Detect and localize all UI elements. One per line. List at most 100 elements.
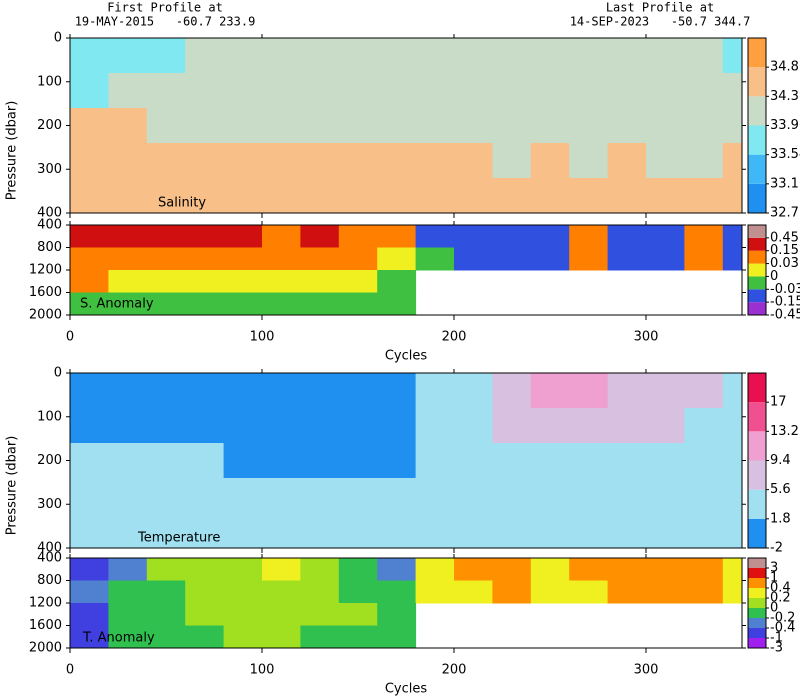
heatmap-cell [377,625,417,648]
heatmap-cell [338,625,378,648]
heatmap-cell [185,73,225,109]
colorbar-swatch [748,250,766,264]
colorbar-swatch [748,237,766,251]
heatmap-cell [530,225,570,248]
heatmap-cell [338,247,378,271]
heatmap-cell [300,408,340,444]
heatmap-cell [454,143,493,179]
colorbar-label: 33.12 [770,176,800,191]
heatmap-cell [185,478,225,514]
heatmap-cell [108,73,148,109]
heatmap-cell [262,580,301,604]
heatmap-cell [454,73,493,109]
heatmap-cell [492,408,532,444]
heatmap-cell [70,143,109,179]
heatmap-cell [146,38,186,74]
heatmap-cell [646,143,685,179]
colorbar-label: 17 [770,395,787,410]
heatmap-cell [684,408,724,444]
heatmap-cell [223,292,263,315]
heatmap-cell [338,73,378,109]
colorbar-label: 34.8 [770,60,799,75]
last-profile-info: 14-SEP-2023 -50.7 344.7 [570,15,751,29]
heatmap-cell [722,408,742,444]
heatmap-cell [454,178,493,213]
x-tick-label: 300 [634,663,659,678]
heatmap-cell [223,143,263,179]
heatmap-cell [377,247,417,271]
heatmap-cell [684,143,724,179]
heatmap-cell [185,270,225,293]
heatmap-cell [454,558,493,581]
colorbar-swatch [748,302,766,315]
heatmap-cell [646,247,685,271]
heatmap-cell [70,292,109,315]
heatmap-cell [415,580,455,604]
heatmap-cell [262,178,301,213]
heatmap-cell [607,373,647,409]
heatmap-cell [300,178,340,213]
last-profile-title: Last Profile at [606,1,714,15]
heatmap-cell [223,38,263,74]
heatmap-cell [338,513,378,548]
heatmap-cell [415,373,455,409]
heatmap-cell [646,443,685,479]
heatmap-cell [262,558,301,581]
heatmap-cell [262,270,301,293]
heatmap-cell [338,143,378,179]
heatmap-cell [146,443,186,479]
heatmap-cell [377,408,417,444]
heatmap-cell [185,408,225,444]
colorbar-label: 13.2 [770,424,799,439]
heatmap-cell [607,580,647,604]
heatmap-cell [377,108,417,144]
heatmap-cell [684,513,724,548]
heatmap-cell [415,478,455,514]
heatmap-cell [454,478,493,514]
heatmap-cell [569,178,609,213]
heatmap-cell [646,373,685,409]
heatmap-cell [338,558,378,581]
heatmap-cell [646,408,685,444]
heatmap-cell [684,178,724,213]
heatmap-cell [146,580,186,604]
heatmap-cell [146,108,186,144]
heatmap-cell [70,73,109,109]
heatmap-cell [684,247,724,271]
heatmap-cell [108,408,148,444]
y-tick-label: 200 [37,453,62,468]
heatmap-cell [70,108,109,144]
heatmap-cell [454,580,493,604]
heatmap-cell [338,292,378,315]
heatmap-cell [569,38,609,74]
x-axis-label: Cycles [385,349,428,364]
y-tick-label: 100 [37,409,62,424]
heatmap-cell [223,108,263,144]
y-tick-label: 0 [54,366,62,381]
heatmap-cell [108,478,148,514]
heatmap-cell [454,247,493,271]
colorbar-label: 1 [770,571,778,586]
heatmap-cell [300,625,340,648]
heatmap-cell [185,38,225,74]
heatmap-cell [262,513,301,548]
heatmap-cell [684,478,724,514]
heatmap-cell [338,408,378,444]
heatmap-cell [262,143,301,179]
colorbar-frame [747,557,767,649]
heatmap-cell [108,513,148,548]
colorbar-swatch [748,628,766,638]
y-tick-label: 400 [37,551,62,566]
heatmap-cell [684,558,724,581]
heatmap-cell [185,178,225,213]
colorbar-label: 33.96 [770,118,800,133]
heatmap-cell [262,225,301,248]
heatmap-cell [492,558,532,581]
colorbar-label: 0 [770,269,778,284]
heatmap-cell [454,513,493,548]
heatmap-cell [338,478,378,514]
heatmap-cell [492,143,532,179]
heatmap-cell [722,73,742,109]
heatmap-cell [146,143,186,179]
heatmap-cell [722,225,742,248]
